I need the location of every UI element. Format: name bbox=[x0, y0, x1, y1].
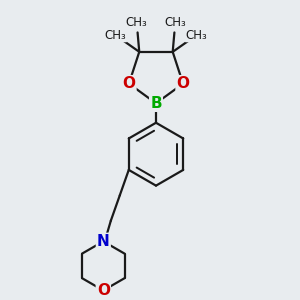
Text: CH₃: CH₃ bbox=[164, 16, 186, 29]
Text: O: O bbox=[176, 76, 190, 91]
Text: CH₃: CH₃ bbox=[105, 29, 126, 42]
Text: CH₃: CH₃ bbox=[126, 16, 148, 29]
Text: O: O bbox=[122, 76, 135, 91]
Text: O: O bbox=[97, 283, 110, 298]
Text: N: N bbox=[97, 234, 110, 249]
Text: B: B bbox=[150, 96, 162, 111]
Text: CH₃: CH₃ bbox=[186, 29, 207, 42]
